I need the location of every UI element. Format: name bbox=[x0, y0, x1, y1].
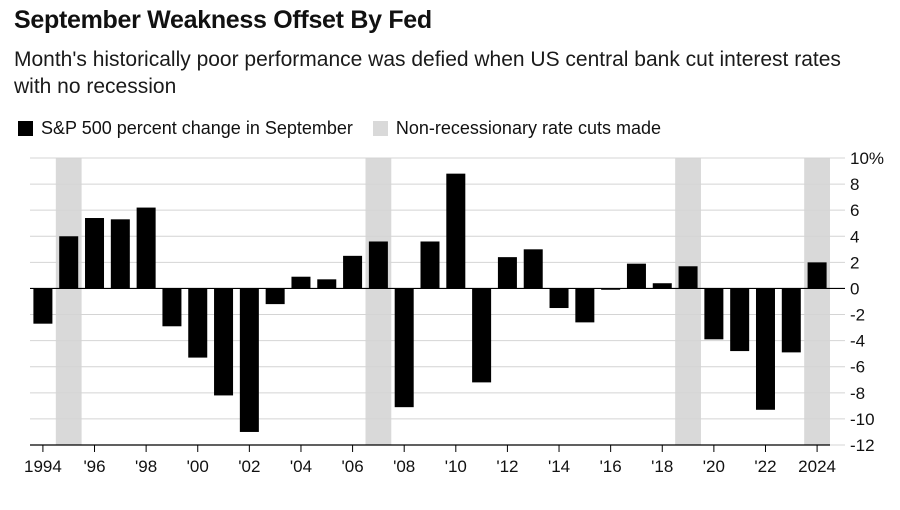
legend-label-rate-cuts: Non-recessionary rate cuts made bbox=[395, 118, 662, 138]
y-tick-label-2: 2 bbox=[850, 253, 859, 272]
rate-cut-band-1995 bbox=[55, 158, 82, 445]
legend-item-rate-cuts: Non-recessionary rate cuts made bbox=[372, 118, 662, 139]
bar-2006 bbox=[343, 255, 363, 289]
bar-1996 bbox=[85, 218, 105, 289]
bar-2010 bbox=[446, 173, 466, 289]
y-tick-label--10: -10 bbox=[850, 410, 875, 429]
x-tick-label-2012: '12 bbox=[496, 457, 518, 476]
bar-2024 bbox=[807, 262, 827, 289]
legend: S&P 500 percent change in September Non-… bbox=[18, 118, 681, 139]
bar-2003 bbox=[265, 288, 285, 305]
legend-swatch-sp500 bbox=[18, 121, 33, 136]
x-tick-label-2006: '06 bbox=[342, 457, 364, 476]
chart-subtitle: Month's historically poor performance wa… bbox=[14, 48, 841, 98]
x-tick-label-2002: '02 bbox=[238, 457, 260, 476]
x-tick-label-2000: '00 bbox=[187, 457, 209, 476]
bar-2020 bbox=[704, 288, 724, 340]
y-tick-label--2: -2 bbox=[850, 306, 865, 325]
bar-2011 bbox=[472, 288, 492, 383]
bar-2017 bbox=[626, 263, 646, 289]
x-axis: 1994 '96 '98 '00 '02 '04 '06 '08 '10 '12 '14 '16 '18… bbox=[24, 287, 845, 476]
y-tick-label--12: -12 bbox=[850, 436, 875, 455]
x-tick-label-2004: '04 bbox=[290, 457, 312, 476]
bar-2001 bbox=[214, 288, 234, 396]
bar-group bbox=[33, 173, 827, 432]
y-tick-label-4: 4 bbox=[850, 227, 859, 246]
x-tick-label-1998: '98 bbox=[135, 457, 157, 476]
bar-2015 bbox=[575, 288, 595, 323]
legend-swatch-rate-cuts bbox=[372, 121, 388, 136]
y-tick-label-0: 0 bbox=[850, 279, 859, 298]
bar-2005 bbox=[317, 279, 337, 289]
x-tick-label-2024: 2024 bbox=[798, 457, 836, 476]
bar-1995 bbox=[59, 236, 79, 289]
chart-title: September Weakness Offset By Fed bbox=[14, 6, 432, 34]
bar-2018 bbox=[652, 283, 672, 289]
bar-1997 bbox=[110, 219, 130, 289]
x-tick-label-2014: '14 bbox=[548, 457, 570, 476]
y-tick-label-8: 8 bbox=[850, 175, 859, 194]
bar-2009 bbox=[420, 241, 440, 289]
y-tick-label--8: -8 bbox=[850, 384, 865, 403]
bar-2022 bbox=[755, 288, 775, 410]
x-tick-label-2018: '18 bbox=[651, 457, 673, 476]
x-tick-label-2008: '08 bbox=[393, 457, 415, 476]
bar-2000 bbox=[188, 288, 208, 358]
bar-1999 bbox=[162, 288, 182, 327]
y-tick-label--6: -6 bbox=[850, 358, 865, 377]
bar-2007 bbox=[368, 241, 388, 289]
bar-2012 bbox=[497, 257, 517, 289]
x-tick-label-2016: '16 bbox=[600, 457, 622, 476]
highlight-band-group bbox=[55, 158, 830, 445]
x-tick-label-1996: '96 bbox=[83, 457, 105, 476]
bar-2008 bbox=[394, 288, 414, 408]
y-axis-tick-labels: 10% 8 6 4 2 0 -2 -4 -6 -8 -10 -12 bbox=[850, 149, 884, 455]
legend-label-sp500: S&P 500 percent change in September bbox=[41, 118, 353, 138]
x-tick-label-1994: 1994 bbox=[24, 457, 62, 476]
bar-2019 bbox=[678, 266, 698, 289]
bar-2016 bbox=[601, 288, 621, 290]
x-tick-label-2010: '10 bbox=[445, 457, 467, 476]
rate-cut-band-2024 bbox=[804, 158, 830, 445]
bar-1994 bbox=[33, 288, 53, 324]
x-tick-label-2022: '22 bbox=[754, 457, 776, 476]
y-tick-label--4: -4 bbox=[850, 332, 865, 351]
x-tick-label-2020: '20 bbox=[703, 457, 725, 476]
bar-1998 bbox=[136, 207, 156, 289]
legend-item-sp500: S&P 500 percent change in September bbox=[18, 118, 353, 139]
rate-cut-band-2007 bbox=[365, 158, 392, 445]
bar-2004 bbox=[291, 276, 311, 289]
rate-cut-band-2019 bbox=[675, 158, 701, 445]
bar-2023 bbox=[781, 288, 801, 353]
bar-2002 bbox=[239, 288, 259, 432]
y-tick-label-6: 6 bbox=[850, 201, 859, 220]
bar-2014 bbox=[549, 288, 569, 309]
bar-2021 bbox=[730, 288, 750, 352]
bar-2013 bbox=[523, 249, 543, 289]
y-tick-label-10: 10% bbox=[850, 149, 884, 168]
